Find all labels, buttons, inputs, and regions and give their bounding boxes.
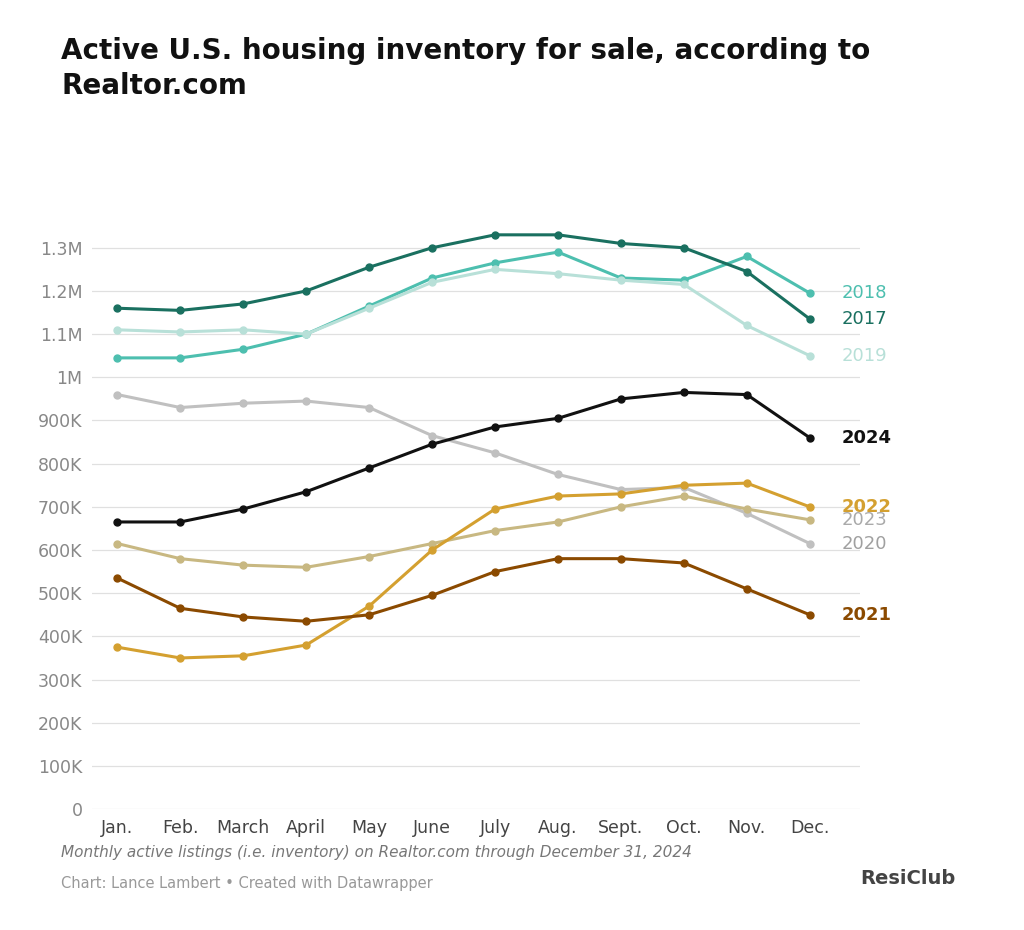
Text: Monthly active listings (i.e. inventory) on Realtor.com through December 31, 202: Monthly active listings (i.e. inventory)…	[61, 845, 692, 860]
Text: 2023: 2023	[842, 511, 887, 529]
Text: Active U.S. housing inventory for sale, according to
Realtor.com: Active U.S. housing inventory for sale, …	[61, 37, 870, 100]
Text: 2022: 2022	[842, 498, 891, 516]
Text: ResiClub: ResiClub	[860, 870, 955, 888]
Text: 2024: 2024	[842, 429, 891, 446]
Text: 2020: 2020	[842, 535, 887, 552]
Text: 2019: 2019	[842, 347, 887, 365]
Text: 2018: 2018	[842, 285, 887, 302]
Text: 2017: 2017	[842, 310, 887, 328]
Text: 2021: 2021	[842, 605, 891, 624]
Text: Chart: Lance Lambert • Created with Datawrapper: Chart: Lance Lambert • Created with Data…	[61, 876, 433, 891]
